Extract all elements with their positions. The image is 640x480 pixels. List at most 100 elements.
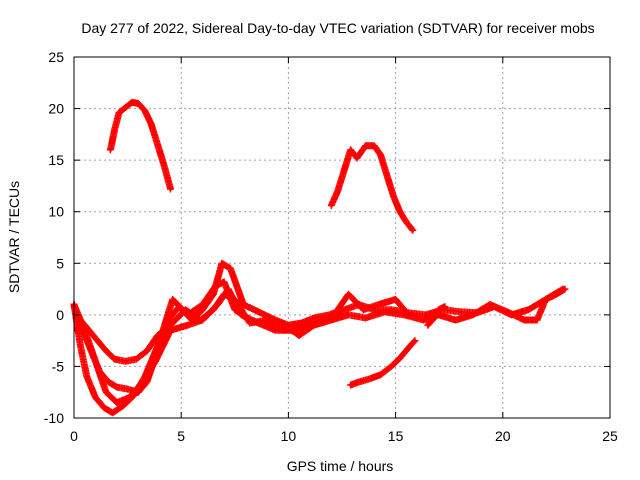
data-point bbox=[265, 323, 269, 327]
data-point bbox=[104, 390, 108, 394]
data-point bbox=[134, 357, 138, 361]
data-point bbox=[348, 383, 353, 387]
data-point bbox=[113, 127, 117, 131]
data-point bbox=[166, 318, 170, 322]
data-point bbox=[171, 297, 175, 301]
data-point bbox=[342, 168, 346, 173]
data-point bbox=[413, 339, 417, 343]
data-point bbox=[106, 380, 110, 384]
data-point bbox=[190, 318, 194, 322]
data-point bbox=[156, 333, 160, 338]
series-arc7 bbox=[424, 303, 449, 329]
data-point bbox=[383, 310, 387, 314]
data-point bbox=[372, 308, 376, 312]
x-tick-label: 15 bbox=[388, 428, 404, 444]
chart-title: Day 277 of 2022, Sidereal Day-to-day VTE… bbox=[81, 20, 594, 36]
data-point bbox=[220, 261, 224, 265]
data-point bbox=[145, 349, 149, 353]
data-point bbox=[123, 105, 128, 110]
series-arc6 bbox=[76, 285, 569, 365]
data-point bbox=[143, 109, 147, 113]
data-point bbox=[363, 316, 368, 320]
data-point bbox=[130, 100, 134, 104]
data-point bbox=[411, 228, 415, 232]
data-point bbox=[233, 308, 237, 312]
data-point bbox=[162, 163, 166, 167]
data-point bbox=[87, 328, 91, 332]
data-points bbox=[70, 98, 569, 417]
series-arc2 bbox=[327, 142, 417, 234]
data-point bbox=[434, 313, 438, 317]
data-point bbox=[346, 292, 351, 296]
data-point bbox=[241, 302, 245, 307]
y-tick-label: 15 bbox=[48, 152, 64, 168]
data-point bbox=[526, 308, 531, 312]
data-point bbox=[563, 287, 567, 291]
data-point bbox=[156, 349, 160, 353]
data-point bbox=[78, 318, 83, 322]
data-point bbox=[391, 194, 396, 198]
x-tick-label: 5 bbox=[177, 428, 185, 444]
data-point bbox=[385, 174, 389, 178]
data-point bbox=[201, 308, 205, 312]
marker-trail bbox=[347, 337, 419, 389]
data-point bbox=[145, 380, 149, 384]
data-point bbox=[156, 143, 160, 147]
data-point bbox=[168, 323, 173, 327]
data-point bbox=[110, 411, 115, 415]
x-tick-label: 20 bbox=[495, 428, 511, 444]
data-point bbox=[168, 187, 173, 191]
data-point bbox=[389, 364, 393, 369]
data-point bbox=[488, 302, 492, 307]
y-tick-label: -5 bbox=[52, 358, 65, 374]
data-point bbox=[404, 220, 408, 224]
data-point bbox=[108, 148, 113, 152]
axis-ticks: 0 5 10 15 20 25 -10 -5 0 5 10 15 20 25 bbox=[44, 49, 618, 444]
data-point bbox=[85, 375, 89, 379]
data-point bbox=[505, 310, 509, 314]
y-tick-label: 0 bbox=[56, 307, 64, 323]
data-point bbox=[297, 333, 301, 338]
data-point bbox=[282, 323, 286, 327]
data-point bbox=[454, 318, 458, 322]
data-point bbox=[211, 308, 215, 312]
data-point bbox=[535, 318, 539, 322]
data-point bbox=[329, 203, 333, 208]
data-point bbox=[299, 321, 303, 325]
data-point bbox=[211, 292, 215, 296]
data-point bbox=[233, 297, 237, 301]
data-point bbox=[376, 302, 381, 307]
data-point bbox=[113, 357, 117, 361]
data-point bbox=[436, 308, 441, 312]
data-point bbox=[248, 321, 252, 325]
y-tick-label: 10 bbox=[48, 204, 64, 220]
data-point bbox=[256, 310, 260, 314]
data-point bbox=[186, 323, 190, 327]
data-point bbox=[432, 316, 436, 320]
data-point bbox=[378, 373, 383, 377]
data-point bbox=[327, 313, 331, 317]
y-tick-label: -10 bbox=[44, 410, 64, 426]
data-point bbox=[222, 292, 226, 296]
data-point bbox=[115, 400, 119, 405]
data-point bbox=[126, 387, 130, 391]
data-point bbox=[78, 344, 83, 348]
data-point bbox=[102, 406, 106, 410]
data-point bbox=[355, 156, 359, 160]
x-tick-label: 10 bbox=[281, 428, 297, 444]
data-point bbox=[346, 313, 351, 317]
data-point bbox=[368, 377, 372, 381]
data-point bbox=[95, 339, 100, 343]
data-point bbox=[117, 111, 121, 115]
data-point bbox=[394, 297, 398, 301]
data-point bbox=[183, 308, 188, 312]
data-point bbox=[357, 380, 361, 384]
data-point bbox=[121, 404, 125, 408]
data-point bbox=[348, 148, 353, 152]
data-point bbox=[471, 313, 475, 317]
data-point bbox=[544, 297, 548, 301]
data-point bbox=[177, 305, 181, 309]
data-point bbox=[89, 349, 93, 353]
data-point bbox=[398, 210, 402, 214]
